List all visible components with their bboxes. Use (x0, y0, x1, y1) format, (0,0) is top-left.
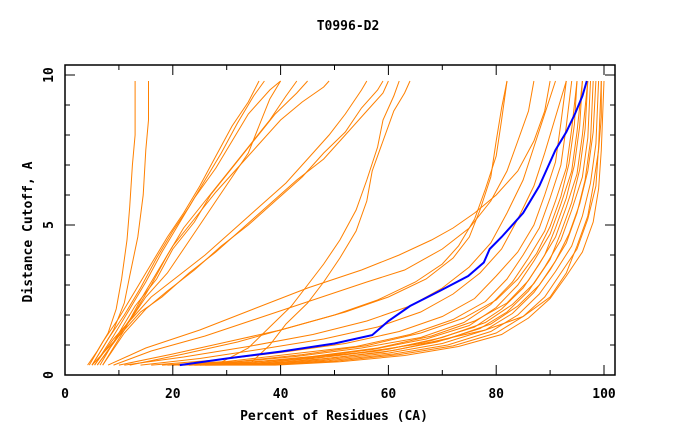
series-line-model-33 (194, 80, 597, 366)
series-line-model-35 (199, 81, 602, 366)
series-line-model-8 (91, 80, 282, 366)
series-line-model-31 (183, 80, 583, 366)
series-line-model-34 (172, 80, 578, 366)
x-axis-label: Percent of Residues (CA) (240, 409, 428, 424)
series-line-model-9 (102, 80, 330, 366)
x-tick-label: 20 (165, 387, 181, 402)
x-tick-label: 40 (273, 387, 289, 402)
highlight-layer (179, 80, 588, 367)
series-line-model-3 (88, 80, 260, 366)
series-line-model-16 (113, 80, 535, 366)
series-line-model-17 (118, 80, 508, 366)
highlight-series-line (179, 80, 588, 367)
series-line-model-10 (94, 80, 368, 366)
series-line-model-25 (178, 80, 589, 366)
x-tick-label: 100 (592, 387, 616, 402)
series-line-model-28 (194, 80, 600, 366)
series-line-model-29 (199, 80, 602, 366)
series-line-model-23 (167, 80, 578, 366)
series-line-model-5 (94, 80, 281, 366)
ticks-layer: 0 20 40 60 80 100 0 5 10 (42, 65, 616, 402)
series-line-model-11 (96, 80, 389, 366)
series-line-model-15 (107, 80, 551, 366)
series-line-model-30 (205, 80, 605, 366)
y-tick-label: 0 (42, 371, 57, 379)
y-tick-label: 5 (42, 221, 57, 229)
series-line-model-32 (188, 80, 589, 366)
series-line-model-4 (91, 80, 265, 366)
series-line-model-14 (247, 80, 411, 366)
series-line-model-21 (151, 80, 567, 366)
series-line-model-19 (124, 80, 556, 366)
x-tick-label: 60 (381, 387, 397, 402)
x-tick-label: 80 (488, 387, 504, 402)
y-axis-label: Distance Cutoff, A (21, 161, 36, 302)
y-tick-label: 10 (42, 67, 57, 83)
series-line-model-12 (102, 80, 384, 366)
x-tick-label: 0 (61, 387, 69, 402)
series-line-model-20 (140, 80, 567, 366)
series-layer (87, 80, 605, 366)
series-line-model-2 (91, 81, 149, 366)
series-line-model-22 (161, 80, 573, 366)
series-line-model-18 (129, 80, 508, 366)
series-line-model-13 (215, 80, 400, 366)
chart-title: T0996-D2 (317, 19, 380, 34)
plot-frame (64, 64, 616, 376)
